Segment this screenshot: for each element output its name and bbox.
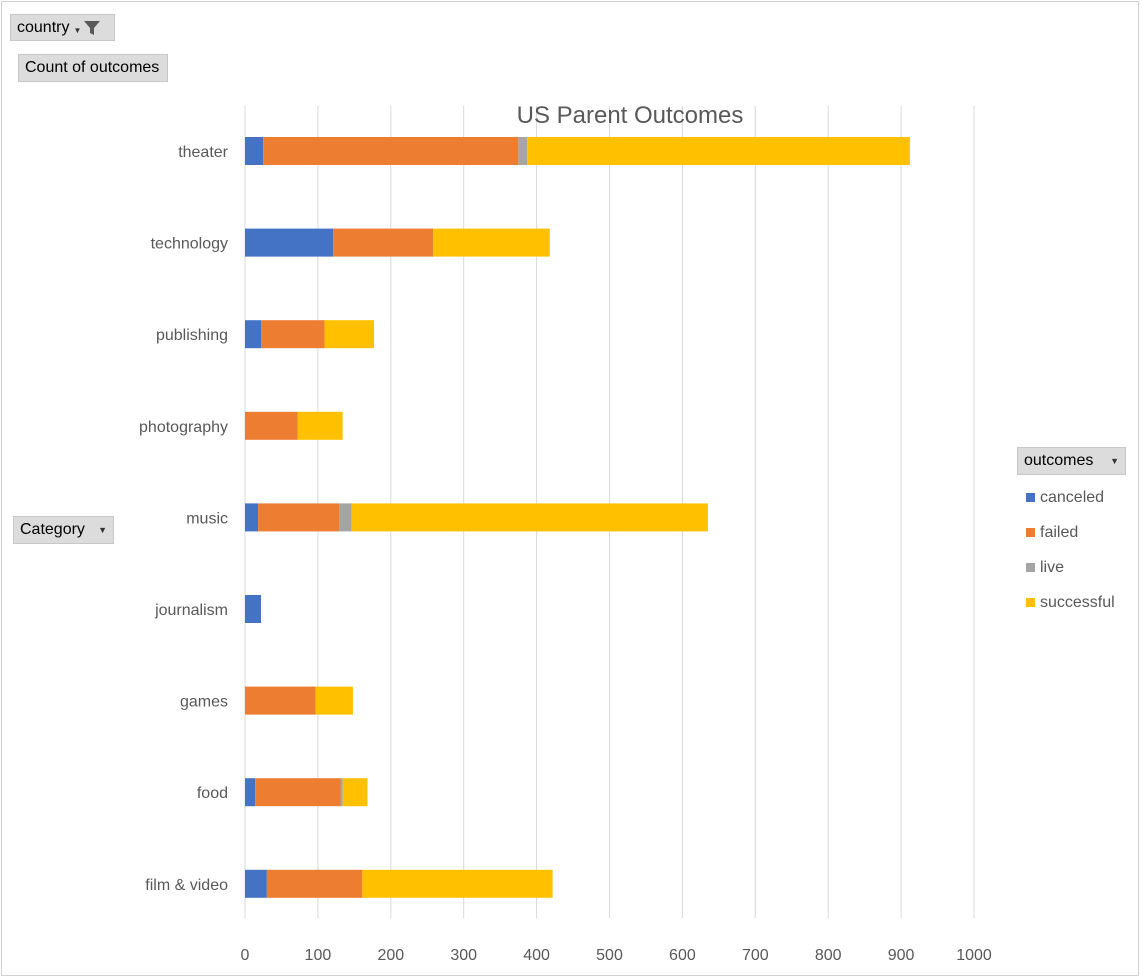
bar-canceled[interactable] — [245, 503, 259, 532]
dropdown-arrow-icon: ▼ — [73, 26, 82, 35]
x-tick-label: 0 — [241, 947, 250, 964]
x-tick-label: 900 — [888, 947, 915, 964]
chart-legend: canceled failed live successful — [1026, 480, 1115, 620]
chart-title: US Parent Outcomes — [516, 102, 744, 129]
category-label: photography — [139, 419, 228, 436]
x-tick-label: 800 — [815, 947, 842, 964]
outcomes-legend-button[interactable]: outcomes ▼ — [1017, 447, 1126, 475]
category-label: games — [180, 694, 228, 711]
bar-live[interactable] — [518, 137, 528, 165]
bar-failed[interactable] — [266, 869, 363, 898]
bar-successful[interactable] — [527, 137, 910, 165]
bar-failed[interactable] — [245, 411, 298, 440]
bar-canceled[interactable] — [245, 778, 256, 807]
bar-failed[interactable] — [255, 778, 341, 807]
legend-item-live[interactable]: live — [1026, 550, 1115, 585]
legend-swatch — [1026, 598, 1035, 607]
x-tick-label: 600 — [669, 947, 696, 964]
legend-swatch — [1026, 493, 1035, 502]
category-axis-button[interactable]: Category ▼ — [13, 516, 114, 544]
bar-canceled[interactable] — [245, 320, 262, 349]
legend-swatch — [1026, 528, 1035, 537]
bar-failed[interactable] — [263, 137, 519, 165]
category-label: film & video — [145, 877, 228, 894]
bar-canceled[interactable] — [245, 869, 267, 898]
legend-label: successful — [1040, 593, 1115, 611]
dropdown-arrow-icon: ▼ — [98, 525, 107, 535]
x-tick-label: 100 — [305, 947, 332, 964]
country-filter-button[interactable]: country ▼ — [10, 14, 115, 41]
bar-live[interactable] — [339, 503, 352, 532]
filter-funnel-icon — [84, 20, 101, 35]
category-field-label: Category — [20, 521, 85, 538]
bar-failed[interactable] — [333, 228, 434, 257]
x-tick-label: 1000 — [956, 947, 992, 964]
bar-failed[interactable] — [258, 503, 340, 532]
bar-failed[interactable] — [245, 686, 316, 715]
x-tick-label: 400 — [523, 947, 550, 964]
bar-canceled[interactable] — [245, 595, 262, 623]
category-label: theater — [178, 144, 228, 161]
x-tick-label: 200 — [377, 947, 404, 964]
category-label: publishing — [156, 327, 228, 344]
category-label: technology — [151, 236, 228, 253]
bar-canceled[interactable] — [245, 228, 334, 257]
bar-live[interactable] — [340, 778, 343, 807]
bar-failed[interactable] — [261, 320, 325, 349]
legend-item-successful[interactable]: successful — [1026, 585, 1115, 620]
values-field-label: Count of outcomes — [25, 59, 160, 76]
country-filter-label: country — [17, 18, 70, 36]
bar-successful[interactable] — [297, 411, 343, 440]
category-label: food — [197, 785, 228, 802]
x-tick-label: 500 — [596, 947, 623, 964]
bar-successful[interactable] — [351, 503, 708, 532]
bar-successful[interactable] — [342, 778, 368, 807]
legend-item-canceled[interactable]: canceled — [1026, 480, 1115, 515]
category-label: music — [186, 510, 228, 527]
legend-label: live — [1040, 558, 1065, 576]
legend-swatch — [1026, 563, 1035, 572]
dropdown-arrow-icon: ▼ — [1110, 456, 1119, 466]
bar-successful[interactable] — [315, 686, 353, 715]
category-label: journalism — [154, 602, 228, 619]
outcomes-field-label: outcomes — [1024, 452, 1094, 469]
x-tick-label: 300 — [450, 947, 477, 964]
bar-canceled[interactable] — [245, 137, 264, 165]
legend-label: failed — [1040, 523, 1079, 541]
legend-label: canceled — [1040, 488, 1105, 506]
x-tick-label: 700 — [742, 947, 769, 964]
bar-successful[interactable] — [324, 320, 375, 349]
bar-successful[interactable] — [433, 228, 550, 257]
legend-item-failed[interactable]: failed — [1026, 515, 1115, 550]
values-field-button[interactable]: Count of outcomes — [18, 54, 168, 82]
bar-successful[interactable] — [362, 869, 553, 898]
